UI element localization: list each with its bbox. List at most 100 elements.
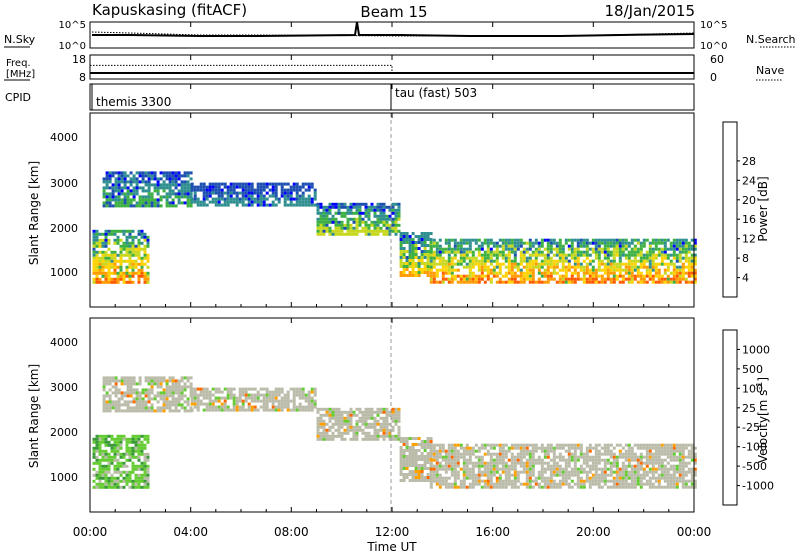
heatmap-cell: [426, 238, 430, 241]
heatmap-cell: [615, 268, 619, 272]
heatmap-cell: [480, 259, 484, 263]
heatmap-cell: [573, 238, 577, 242]
heatmap-cell: [672, 470, 676, 474]
heatmap-cell: [462, 253, 466, 257]
heatmap-cell: [453, 458, 457, 462]
heatmap-cell: [690, 452, 694, 456]
heatmap-cell: [125, 473, 129, 477]
heatmap-cell: [513, 482, 517, 486]
heatmap-cell: [657, 262, 661, 266]
heatmap-cell: [426, 253, 430, 256]
heatmap-cell: [129, 376, 133, 380]
heatmap-cell: [116, 452, 120, 456]
heatmap-cell: [657, 479, 661, 483]
heatmap-cell: [274, 203, 278, 207]
heatmap-cell: [146, 244, 150, 248]
heatmap-cell: [477, 262, 481, 266]
heatmap-cell: [519, 443, 523, 447]
heatmap-cell: [131, 485, 135, 489]
heatmap-cell: [537, 277, 541, 281]
heatmap-cell: [576, 241, 580, 245]
heatmap-cell: [325, 208, 329, 212]
heatmap-cell: [313, 405, 317, 409]
heatmap-cell: [122, 271, 126, 275]
heatmap-cell: [138, 198, 142, 202]
heatmap-cell: [147, 397, 151, 401]
heatmap-cell: [444, 455, 448, 459]
heatmap-cell: [319, 437, 323, 441]
heatmap-cell: [615, 238, 619, 242]
heatmap-cell: [423, 271, 427, 274]
heatmap-cell: [165, 406, 169, 410]
heatmap-cell: [447, 247, 451, 251]
heatmap-cell: [408, 271, 412, 274]
heatmap-cell: [307, 200, 311, 204]
heatmap-cell: [399, 244, 403, 247]
heatmap-cell: [561, 247, 565, 251]
heatmap-cell: [576, 256, 580, 260]
heatmap-cell: [639, 446, 643, 450]
heatmap-cell: [98, 443, 102, 447]
heatmap-cell: [531, 455, 535, 459]
heatmap-cell: [438, 244, 442, 248]
heatmap-cell: [328, 434, 332, 438]
heatmap-cell: [603, 265, 607, 269]
heatmap-cell: [174, 171, 178, 175]
heatmap-cell: [660, 458, 664, 462]
heatmap-cell: [349, 211, 353, 215]
heatmap-cell: [117, 195, 121, 199]
heatmap-cell: [325, 217, 329, 221]
heatmap-cell: [310, 387, 314, 391]
heatmap-cell: [135, 204, 139, 208]
heatmap-cell: [102, 406, 106, 410]
heatmap-cell: [678, 277, 682, 281]
heatmap-cell: [92, 235, 96, 239]
heatmap-cell: [141, 406, 145, 410]
heatmap-cell: [690, 455, 694, 459]
heatmap-cell: [540, 280, 544, 284]
heatmap-cell: [669, 458, 673, 462]
heatmap-cell: [259, 182, 263, 186]
heatmap-cell: [101, 244, 105, 248]
heatmap-cell: [591, 247, 595, 251]
heatmap-cell: [286, 402, 290, 406]
heatmap-cell: [358, 229, 362, 233]
heatmap-cell: [417, 470, 421, 473]
heatmap-cell: [92, 232, 96, 236]
heatmap-cell: [373, 431, 377, 435]
heatmap-cell: [669, 271, 673, 275]
heatmap-cell: [232, 185, 236, 189]
heatmap-cell: [483, 467, 487, 471]
heatmap-cell: [189, 204, 193, 208]
heatmap-cell: [117, 183, 121, 187]
heatmap-cell: [417, 449, 421, 452]
heatmap-cell: [244, 203, 248, 207]
heatmap-cell: [486, 241, 490, 245]
heatmap-cell: [382, 229, 386, 233]
heatmap-cell: [576, 476, 580, 480]
heatmap-cell: [450, 443, 454, 447]
heatmap-cell: [450, 467, 454, 471]
heatmap-cell: [480, 241, 484, 245]
heatmap-cell: [669, 446, 673, 450]
heatmap-cell: [399, 464, 403, 467]
heatmap-cell: [128, 271, 132, 275]
heatmap-cell: [582, 467, 586, 471]
heatmap-cell: [92, 247, 96, 251]
heatmap-cell: [468, 256, 472, 260]
heatmap-cell: [147, 186, 151, 190]
heatmap-cell: [110, 482, 114, 486]
heatmap-cell: [301, 405, 305, 409]
heatmap-cell: [328, 220, 332, 224]
heatmap-cell: [585, 446, 589, 450]
heatmap-cell: [510, 482, 514, 486]
heatmap-cell: [441, 256, 445, 260]
heatmap-cell: [307, 182, 311, 186]
heatmap-cell: [125, 271, 129, 275]
heatmap-cell: [128, 470, 132, 474]
heatmap-cell: [123, 376, 127, 380]
heatmap-cell: [516, 268, 520, 272]
heatmap-cell: [101, 485, 105, 489]
heatmap-cell: [645, 280, 649, 284]
heatmap-cell: [214, 396, 218, 400]
